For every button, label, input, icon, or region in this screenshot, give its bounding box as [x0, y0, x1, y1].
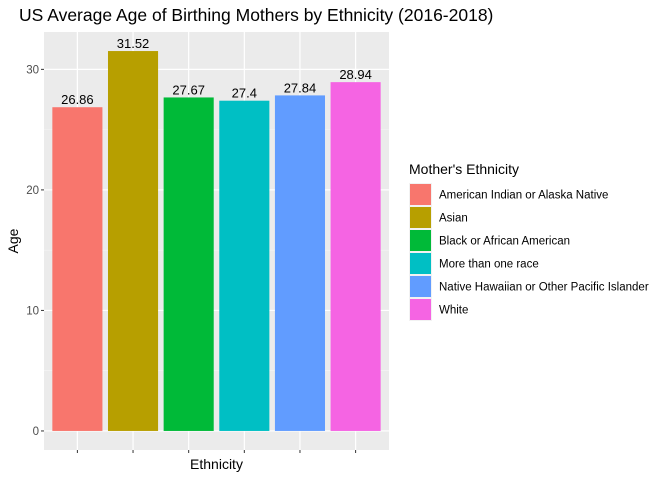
data-label: 26.86	[61, 92, 94, 107]
chart-title: US Average Age of Birthing Mothers by Et…	[19, 5, 493, 25]
data-labels: 26.86 31.52 27.67 27.4 27.84 28.94	[61, 36, 372, 107]
x-axis	[76, 450, 357, 453]
data-label: 27.4	[232, 86, 257, 101]
bar	[52, 107, 103, 431]
legend-title: Mother's Ethnicity	[409, 161, 519, 177]
legend: Mother's Ethnicity American Indian or Al…	[409, 161, 649, 321]
legend-swatch	[410, 230, 431, 251]
y-tick-label: 20	[26, 185, 39, 197]
data-label: 31.52	[117, 36, 150, 51]
data-label: 28.94	[339, 67, 372, 82]
bar	[274, 95, 326, 431]
legend-swatch	[410, 253, 431, 274]
legend-label: Black or African American	[439, 236, 570, 248]
bar	[330, 82, 381, 431]
y-tick-label: 30	[26, 64, 39, 76]
y-tick-label: 0	[33, 426, 39, 438]
legend-label: White	[439, 305, 468, 317]
bar	[219, 100, 270, 431]
legend-swatch	[410, 207, 431, 228]
y-axis-title: Age	[5, 228, 21, 253]
legend-label: Asian	[439, 213, 468, 225]
data-label: 27.67	[172, 82, 205, 97]
y-tick-label: 10	[26, 305, 39, 317]
legend-label: More than one race	[439, 259, 539, 271]
bar	[107, 51, 159, 431]
legend-label: American Indian or Alaska Native	[439, 190, 608, 202]
legend-swatch	[410, 184, 431, 205]
data-label: 27.84	[284, 80, 317, 95]
bars	[52, 51, 381, 431]
legend-swatch	[410, 276, 431, 297]
legend-swatch	[410, 299, 431, 320]
legend-label: Native Hawaiian or Other Pacific Islande…	[439, 282, 649, 294]
bar	[163, 97, 214, 431]
y-axis: 0 10 20 30	[26, 64, 44, 438]
x-axis-title: Ethnicity	[190, 456, 243, 472]
